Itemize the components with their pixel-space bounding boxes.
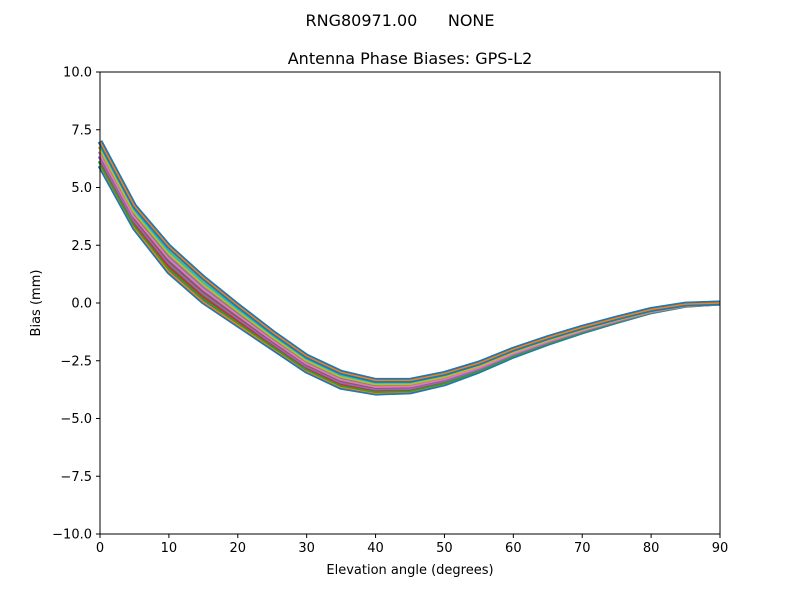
series-line-inner bbox=[99, 140, 721, 382]
x-tick-label: 70 bbox=[574, 541, 591, 556]
plot-frame bbox=[99, 71, 721, 535]
y-tick-label: 5.0 bbox=[71, 181, 92, 196]
x-tick-label: 90 bbox=[712, 541, 729, 556]
x-tick-label: 80 bbox=[643, 541, 660, 556]
x-axis-label: Elevation angle (degrees) bbox=[326, 563, 493, 578]
x-tick-label: 40 bbox=[367, 541, 384, 556]
chart-suptitle: RNG80971.00 NONE bbox=[306, 11, 495, 30]
y-tick-label: −2.5 bbox=[60, 354, 92, 369]
y-tick-label: −5.0 bbox=[60, 412, 92, 427]
x-tick-label: 50 bbox=[436, 541, 453, 556]
series-line-inner bbox=[99, 145, 721, 384]
series-lines bbox=[97, 140, 721, 396]
y-tick-label: 2.5 bbox=[71, 239, 92, 254]
x-axis: 0 10 20 30 40 50 60 70 80 90 bbox=[96, 534, 728, 556]
y-tick-label: 10.0 bbox=[63, 66, 92, 81]
x-tick-label: 10 bbox=[161, 541, 178, 556]
y-tick-label: −7.5 bbox=[60, 470, 92, 485]
y-axis-label: Bias (mm) bbox=[29, 270, 44, 337]
x-tick-label: 0 bbox=[96, 541, 104, 556]
y-tick-label: 7.5 bbox=[71, 123, 92, 138]
y-tick-label: 0.0 bbox=[71, 297, 92, 312]
series-line bbox=[97, 144, 721, 386]
y-tick-label: −10.0 bbox=[52, 528, 92, 543]
series-line bbox=[97, 140, 721, 383]
x-tick-label: 20 bbox=[230, 541, 247, 556]
x-tick-label: 60 bbox=[505, 541, 522, 556]
y-axis: −10.0 −7.5 −5.0 −2.5 0.0 2.5 5.0 7.5 10.0 bbox=[52, 66, 100, 543]
chart-title: Antenna Phase Biases: GPS-L2 bbox=[288, 49, 533, 68]
x-tick-label: 30 bbox=[298, 541, 315, 556]
